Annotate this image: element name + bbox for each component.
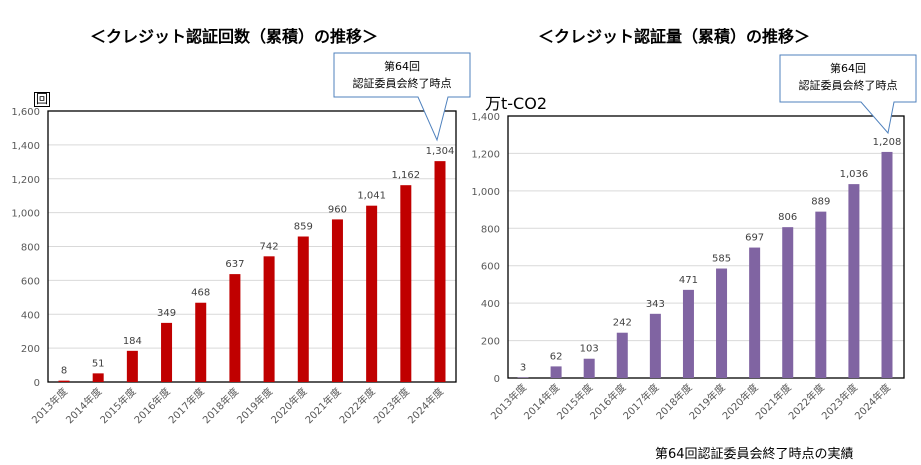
left-y-tick-label: 200 <box>21 344 40 355</box>
right-data-label: 1,036 <box>840 169 869 180</box>
right-y-tick-label: 1,200 <box>471 149 500 160</box>
right-callout-line2: 認証委員会終了時点 <box>799 78 898 92</box>
left-y-tick-label: 600 <box>21 276 40 287</box>
right-callout-line1: 第64回 <box>830 61 866 75</box>
right-bar <box>517 377 529 378</box>
left-x-tick-label: 2013年度 <box>29 385 70 426</box>
right-bar <box>682 289 694 378</box>
left-bar <box>297 236 309 382</box>
left-x-tick-label: 2023年度 <box>371 385 412 426</box>
left-y-unit: 回 <box>34 92 51 107</box>
left-data-label: 1,162 <box>391 170 420 181</box>
left-callout-box <box>333 52 471 142</box>
left-bar <box>58 380 70 382</box>
left-data-label: 8 <box>61 366 67 377</box>
left-chart-title: ＜クレジット認証回数（累積）の推移＞ <box>90 27 379 46</box>
right-y-unit: 万t-CO2 <box>485 94 547 113</box>
right-bar <box>550 366 562 378</box>
right-bar <box>848 184 860 378</box>
right-data-label: 697 <box>745 233 764 244</box>
left-data-label: 742 <box>260 241 279 252</box>
right-plot-area <box>507 115 905 379</box>
left-data-label: 468 <box>191 288 210 299</box>
left-bar <box>195 302 207 382</box>
left-y-tick-label: 400 <box>21 310 40 321</box>
right-data-label: 889 <box>811 197 830 208</box>
right-data-label: 242 <box>613 318 632 329</box>
right-x-tick-label: 2024年度 <box>852 381 893 422</box>
right-data-label: 343 <box>646 299 665 310</box>
right-bar <box>815 211 827 378</box>
left-bar <box>434 161 446 382</box>
right-data-label: 471 <box>679 275 698 286</box>
left-x-tick-label: 2014年度 <box>63 385 104 426</box>
right-callout-box <box>779 54 917 135</box>
left-x-tick-label: 2018年度 <box>200 385 241 426</box>
left-bar <box>331 219 343 382</box>
left-data-label: 1,041 <box>357 191 386 202</box>
left-callout-line1: 第64回 <box>384 59 420 73</box>
left-x-tick-label: 2015年度 <box>97 385 138 426</box>
right-bar <box>716 268 728 378</box>
left-bar <box>366 205 378 382</box>
right-bar <box>649 313 661 378</box>
right-y-tick-label: 800 <box>481 224 500 235</box>
left-data-label: 859 <box>294 222 313 233</box>
left-y-tick-label: 1,000 <box>11 209 40 220</box>
left-data-label: 349 <box>157 308 176 319</box>
left-plot-area <box>47 110 457 383</box>
right-data-label: 1,208 <box>873 137 902 148</box>
right-data-label: 103 <box>580 344 599 355</box>
right-data-label: 585 <box>712 254 731 265</box>
left-x-tick-label: 2016年度 <box>131 385 172 426</box>
left-y-tick-label: 1,600 <box>11 107 40 118</box>
left-data-label: 1,304 <box>426 146 455 157</box>
right-y-tick-label: 1,400 <box>471 112 500 123</box>
left-y-tick-label: 1,400 <box>11 141 40 152</box>
right-y-tick-label: 400 <box>481 299 500 310</box>
left-x-tick-label: 2024年度 <box>405 385 446 426</box>
right-data-label: 3 <box>520 362 526 373</box>
footnote: 第64回認証委員会終了時点の実績 <box>655 447 854 462</box>
left-callout-line2: 認証委員会終了時点 <box>353 76 452 90</box>
right-bar <box>782 227 794 378</box>
left-y-tick-label: 800 <box>21 243 40 254</box>
right-bar <box>616 332 628 378</box>
left-bar <box>263 256 275 382</box>
right-bar <box>881 151 893 378</box>
left-bar <box>92 373 104 382</box>
right-data-label: 806 <box>778 212 797 223</box>
right-y-tick-label: 600 <box>481 262 500 273</box>
left-bar <box>126 350 138 382</box>
left-data-label: 960 <box>328 204 347 215</box>
left-x-tick-label: 2022年度 <box>336 385 377 426</box>
left-y-tick-label: 1,200 <box>11 175 40 186</box>
right-chart-title: ＜クレジット認証量（累積）の推移＞ <box>538 27 811 46</box>
left-bar <box>400 185 412 382</box>
right-data-label: 62 <box>550 351 563 362</box>
right-y-tick-label: 1,000 <box>471 187 500 198</box>
left-data-label: 51 <box>92 358 105 369</box>
left-data-label: 637 <box>225 259 244 270</box>
left-y-tick-label: 0 <box>34 378 40 389</box>
right-bar <box>749 247 761 378</box>
left-x-tick-label: 2020年度 <box>268 385 309 426</box>
right-y-tick-label: 200 <box>481 337 500 348</box>
left-bar <box>229 274 241 382</box>
left-x-tick-label: 2019年度 <box>234 385 275 426</box>
left-x-tick-label: 2021年度 <box>302 385 343 426</box>
left-x-tick-label: 2017年度 <box>166 385 207 426</box>
left-data-label: 184 <box>123 336 142 347</box>
right-y-tick-label: 0 <box>494 374 500 385</box>
left-bar <box>161 322 173 382</box>
right-bar <box>583 358 595 378</box>
